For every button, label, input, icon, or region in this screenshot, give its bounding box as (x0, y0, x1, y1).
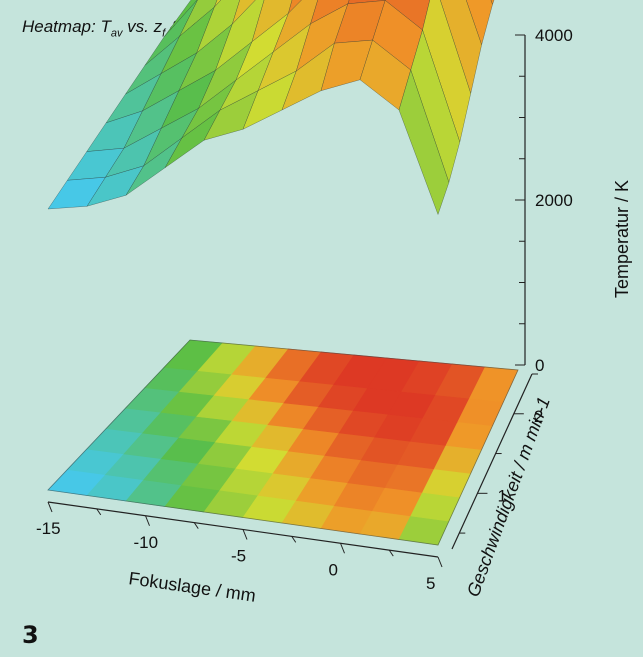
y-axis-line (451, 373, 533, 550)
z-axis-label: Temperatur / K (612, 180, 632, 298)
surface-cell (490, 0, 495, 6)
title-prefix: Heatmap: (22, 17, 101, 36)
temperature-surface (47, 0, 495, 216)
x-tick (388, 549, 394, 557)
x-tick (291, 536, 297, 543)
x-tick (437, 556, 443, 568)
surface-cell (398, 69, 450, 216)
x-tick-label: -5 (231, 547, 246, 566)
x-tick-label: -10 (134, 533, 159, 552)
x-tick (47, 501, 53, 513)
title-vs-z: vs. z (122, 17, 163, 36)
floor-outline (47, 339, 519, 546)
z-tick-label: 0 (535, 356, 544, 375)
x-axis-label: Fokuslage / mm (127, 568, 257, 606)
figure-number: 3 (22, 621, 39, 649)
y-axis: 12 (451, 373, 543, 550)
x-tick-label: 0 (329, 560, 338, 579)
x-tick (340, 543, 345, 554)
x-tick-label: 5 (426, 574, 435, 593)
floor-frame (47, 339, 519, 546)
x-tick (145, 515, 150, 526)
x-tick-label: -15 (36, 519, 61, 538)
y-tick-label: 2 (534, 407, 543, 426)
title-subscript-av: av (110, 27, 123, 40)
title-symbol-t: T (100, 17, 111, 36)
title-subscript-f: f (162, 27, 166, 40)
y-tick-label: 1 (497, 486, 506, 505)
z-tick-label: 2000 (535, 191, 573, 210)
x-tick (96, 508, 102, 516)
x-tick (242, 529, 248, 540)
heatmap-floor (47, 339, 519, 546)
x-tick (193, 522, 199, 529)
x-axis: -15 -10 -5 0 5 (36, 501, 443, 593)
z-tick-label: 4000 (535, 26, 573, 45)
z-axis: 0 2000 4000 (515, 26, 573, 375)
